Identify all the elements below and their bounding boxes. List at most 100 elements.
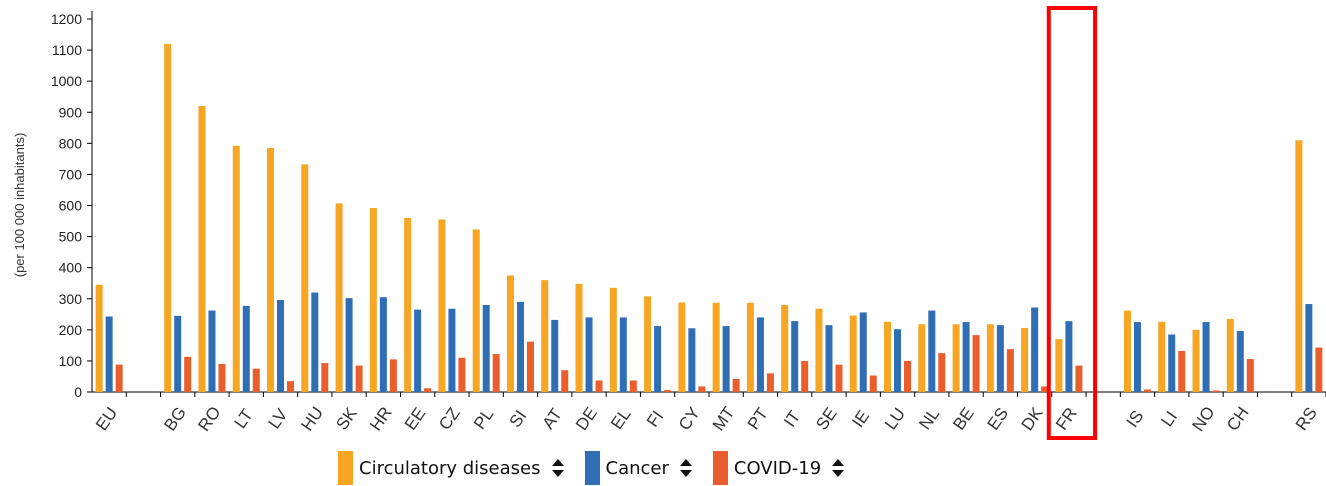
bar-no-2 bbox=[1212, 390, 1220, 392]
x-tick-label-bg: BG bbox=[160, 403, 190, 434]
y-tick-label: 1100 bbox=[52, 42, 82, 58]
bar-lv-1 bbox=[277, 299, 285, 392]
y-axis-title: (per 100 000 inhabitants) bbox=[12, 133, 27, 278]
sort-icon[interactable] bbox=[551, 458, 565, 478]
y-tick-label: 900 bbox=[59, 104, 83, 120]
bar-se-0 bbox=[815, 308, 823, 392]
bar-dk-2 bbox=[1041, 386, 1049, 392]
x-tick-label-sk: SK bbox=[332, 404, 361, 434]
bar-rs-0 bbox=[1295, 140, 1303, 392]
x-tick-label-si: SI bbox=[506, 407, 531, 431]
legend-item-cancer[interactable]: Cancer bbox=[584, 451, 693, 485]
x-tick-label-ee: EE bbox=[401, 404, 430, 433]
bar-nl-0 bbox=[918, 324, 926, 392]
bar-pt-2 bbox=[766, 373, 774, 392]
y-tick-label: 800 bbox=[59, 135, 83, 151]
bar-li-0 bbox=[1158, 321, 1166, 392]
bar-nl-1 bbox=[928, 310, 936, 392]
bar-es-1 bbox=[996, 325, 1004, 392]
bar-be-0 bbox=[952, 324, 960, 392]
bar-pl-2 bbox=[492, 354, 500, 392]
bar-el-0 bbox=[609, 287, 617, 392]
bar-nl-2 bbox=[938, 353, 946, 392]
bar-de-0 bbox=[575, 283, 583, 392]
bar-ee-2 bbox=[424, 388, 432, 392]
bar-hu-1 bbox=[311, 292, 319, 392]
bar-li-2 bbox=[1178, 350, 1186, 392]
bar-it-1 bbox=[791, 321, 799, 392]
legend-swatch-circulatory bbox=[338, 451, 353, 485]
y-tick-label: 700 bbox=[59, 166, 83, 182]
bar-pl-1 bbox=[482, 304, 490, 392]
bar-hu-0 bbox=[301, 164, 309, 392]
x-tick-label-lv: LV bbox=[265, 405, 292, 432]
bar-ch-1 bbox=[1236, 331, 1244, 392]
bar-fr-2 bbox=[1075, 365, 1083, 392]
bar-lt-1 bbox=[242, 305, 250, 392]
bar-eu-0 bbox=[95, 284, 103, 392]
y-tick-label: 400 bbox=[59, 260, 83, 276]
bar-cy-0 bbox=[678, 302, 686, 392]
x-tick-label-lu: LU bbox=[881, 404, 909, 433]
bar-si-2 bbox=[526, 341, 534, 392]
bar-hr-2 bbox=[389, 359, 397, 392]
legend-item-covid[interactable]: COVID-19 bbox=[712, 451, 845, 485]
bar-lu-2 bbox=[904, 360, 912, 392]
bar-el-1 bbox=[619, 317, 627, 392]
bar-fi-0 bbox=[644, 296, 652, 392]
bar-ro-1 bbox=[208, 310, 216, 392]
x-tick-label-fr: FR bbox=[1052, 404, 1081, 433]
x-tick-label-ch: CH bbox=[1223, 403, 1253, 434]
bar-cz-1 bbox=[448, 308, 456, 392]
bar-el-2 bbox=[629, 380, 637, 392]
y-tick-label: 600 bbox=[59, 198, 83, 214]
bar-ch-0 bbox=[1226, 318, 1234, 392]
sort-icon[interactable] bbox=[831, 458, 845, 478]
x-tick-label-de: DE bbox=[572, 404, 601, 434]
sort-icon[interactable] bbox=[679, 458, 693, 478]
x-tick-label-be: BE bbox=[949, 404, 978, 433]
x-tick-label-cy: CY bbox=[675, 404, 704, 434]
bar-is-1 bbox=[1133, 322, 1141, 392]
bar-fr-1 bbox=[1065, 321, 1073, 392]
x-tick-label-fi: FI bbox=[643, 407, 667, 430]
x-tick-label-at: AT bbox=[539, 405, 566, 433]
x-tick-label-no: NO bbox=[1188, 403, 1218, 435]
bar-es-0 bbox=[986, 324, 994, 392]
legend-label-circulatory: Circulatory diseases bbox=[359, 457, 541, 479]
x-tick-label-dk: DK bbox=[1018, 403, 1047, 434]
x-tick-label-is: IS bbox=[1123, 407, 1148, 431]
bar-no-1 bbox=[1202, 322, 1210, 392]
bar-eu-1 bbox=[105, 316, 113, 392]
y-tick-label: 1200 bbox=[51, 11, 82, 27]
bar-es-2 bbox=[1006, 349, 1014, 392]
bar-lv-0 bbox=[267, 147, 275, 392]
bar-ee-1 bbox=[414, 309, 422, 392]
bar-sk-0 bbox=[335, 203, 343, 392]
x-tick-label-ie: IE bbox=[848, 407, 873, 431]
bar-mt-2 bbox=[732, 378, 740, 392]
bar-at-2 bbox=[561, 370, 569, 392]
x-tick-label-ro: RO bbox=[194, 403, 224, 435]
bar-hr-0 bbox=[369, 207, 377, 392]
bar-pt-1 bbox=[756, 317, 764, 392]
legend-item-circulatory[interactable]: Circulatory diseases bbox=[338, 451, 565, 485]
bar-at-1 bbox=[551, 319, 559, 392]
bar-is-0 bbox=[1123, 310, 1131, 392]
bar-se-1 bbox=[825, 325, 833, 392]
x-tick-label-se: SE bbox=[812, 404, 841, 433]
bar-lu-1 bbox=[894, 329, 902, 392]
bar-cy-2 bbox=[698, 386, 706, 392]
x-tick-label-pt: PT bbox=[744, 404, 772, 433]
bar-cz-0 bbox=[438, 219, 446, 392]
bar-hu-2 bbox=[321, 363, 329, 392]
bar-fr-0 bbox=[1055, 339, 1063, 392]
bar-lv-2 bbox=[287, 381, 295, 392]
axes: 0 100 200 300 400 500 600 700 800 900 1000 1100 1200 bbox=[51, 11, 1326, 400]
bar-be-1 bbox=[962, 322, 970, 392]
bar-de-1 bbox=[585, 317, 593, 392]
y-tick-label: 0 bbox=[74, 384, 82, 400]
x-tick-label-el: EL bbox=[607, 405, 634, 433]
x-tick-label-it: IT bbox=[780, 407, 804, 430]
bar-ie-0 bbox=[849, 315, 857, 392]
